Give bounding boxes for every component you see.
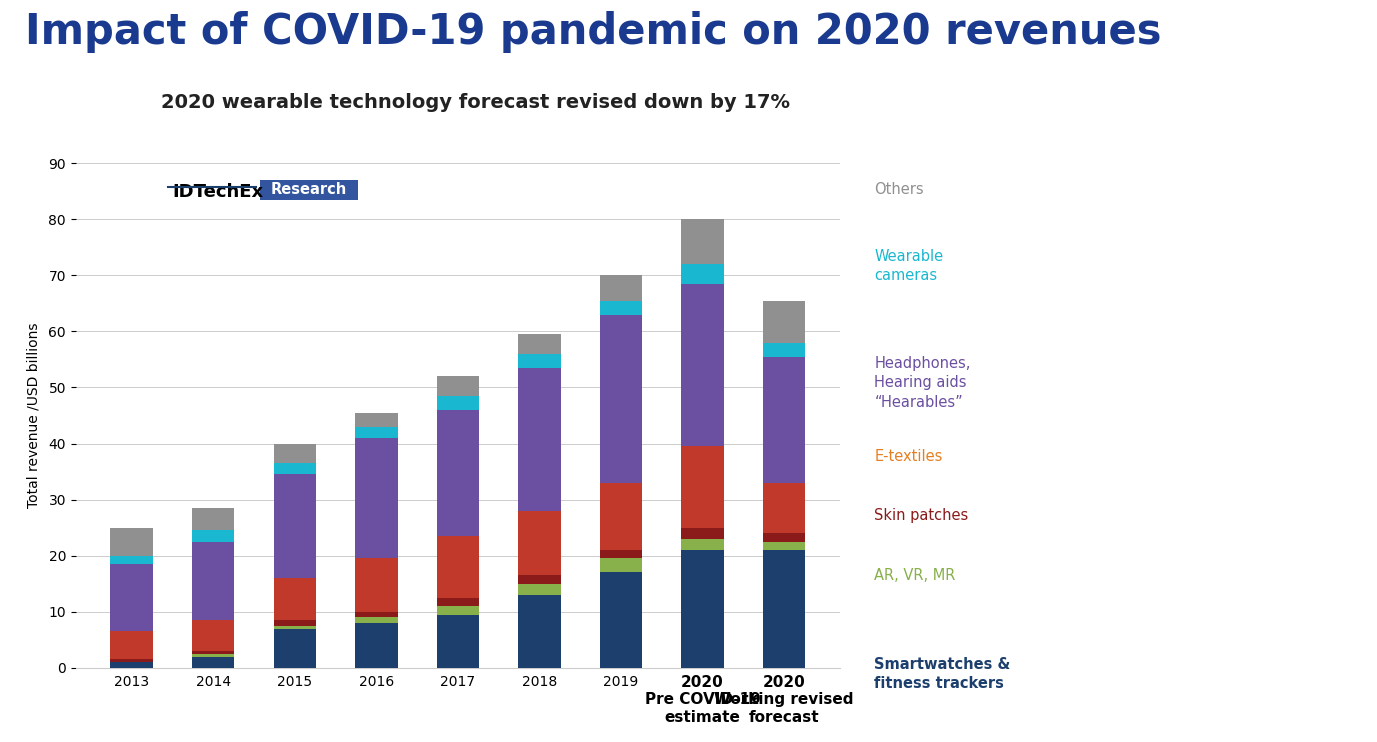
Bar: [682, 447, 724, 528]
Bar: [518, 354, 560, 368]
Text: Smartwatches &
fitness trackers: Smartwatches & fitness trackers: [874, 657, 1011, 691]
Text: Impact of COVID-19 pandemic on 2020 revenues: Impact of COVID-19 pandemic on 2020 reve…: [25, 11, 1161, 53]
Bar: [437, 376, 479, 396]
Bar: [600, 559, 642, 573]
Bar: [274, 620, 315, 626]
Bar: [110, 556, 153, 564]
Bar: [682, 283, 724, 447]
Bar: [437, 410, 479, 536]
Bar: [355, 559, 398, 611]
Bar: [682, 550, 724, 668]
Bar: [437, 598, 479, 606]
Y-axis label: Total revenue /USD billions: Total revenue /USD billions: [26, 323, 40, 508]
Bar: [274, 626, 315, 628]
Bar: [110, 662, 153, 668]
Bar: [682, 264, 724, 283]
Bar: [518, 595, 560, 668]
Text: Wearable
cameras: Wearable cameras: [874, 249, 943, 283]
Bar: [763, 343, 806, 357]
Bar: [763, 542, 806, 550]
Bar: [274, 463, 315, 474]
Bar: [600, 483, 642, 550]
Text: E-textiles: E-textiles: [874, 449, 943, 464]
Bar: [191, 654, 234, 657]
Bar: [355, 413, 398, 427]
Bar: [518, 368, 560, 510]
Bar: [191, 620, 234, 651]
Bar: [191, 508, 234, 531]
Text: Others: Others: [874, 182, 924, 197]
Bar: [763, 550, 806, 668]
Bar: [191, 531, 234, 542]
Bar: [191, 651, 234, 654]
Bar: [274, 578, 315, 620]
Bar: [682, 528, 724, 539]
Bar: [600, 573, 642, 668]
Bar: [191, 657, 234, 668]
Bar: [355, 623, 398, 668]
Bar: [110, 564, 153, 631]
Bar: [518, 575, 560, 584]
Bar: [600, 275, 642, 301]
Text: IDTechEx: IDTechEx: [172, 183, 263, 201]
Bar: [518, 510, 560, 575]
FancyBboxPatch shape: [260, 180, 358, 200]
Bar: [600, 315, 642, 483]
Bar: [682, 220, 724, 264]
Bar: [274, 444, 315, 463]
Bar: [763, 483, 806, 533]
Bar: [110, 660, 153, 662]
Text: 2020 wearable technology forecast revised down by 17%: 2020 wearable technology forecast revise…: [161, 93, 789, 112]
Bar: [682, 539, 724, 550]
Text: Headphones,
Hearing aids
“Hearables”: Headphones, Hearing aids “Hearables”: [874, 356, 971, 410]
Bar: [763, 301, 806, 343]
Text: Skin patches: Skin patches: [874, 508, 968, 523]
Text: Research: Research: [270, 183, 347, 197]
Bar: [355, 427, 398, 438]
Text: AR, VR, MR: AR, VR, MR: [874, 568, 956, 582]
Bar: [355, 617, 398, 623]
Bar: [763, 533, 806, 542]
Bar: [600, 550, 642, 559]
Bar: [437, 606, 479, 614]
Bar: [518, 334, 560, 354]
Bar: [110, 631, 153, 660]
Bar: [110, 528, 153, 556]
Bar: [600, 301, 642, 315]
Bar: [274, 628, 315, 668]
Bar: [191, 542, 234, 620]
Bar: [274, 474, 315, 578]
Bar: [355, 438, 398, 559]
Bar: [518, 584, 560, 595]
Bar: [355, 611, 398, 617]
Bar: [437, 396, 479, 410]
Bar: [763, 357, 806, 483]
Bar: [437, 536, 479, 598]
Bar: [437, 614, 479, 668]
